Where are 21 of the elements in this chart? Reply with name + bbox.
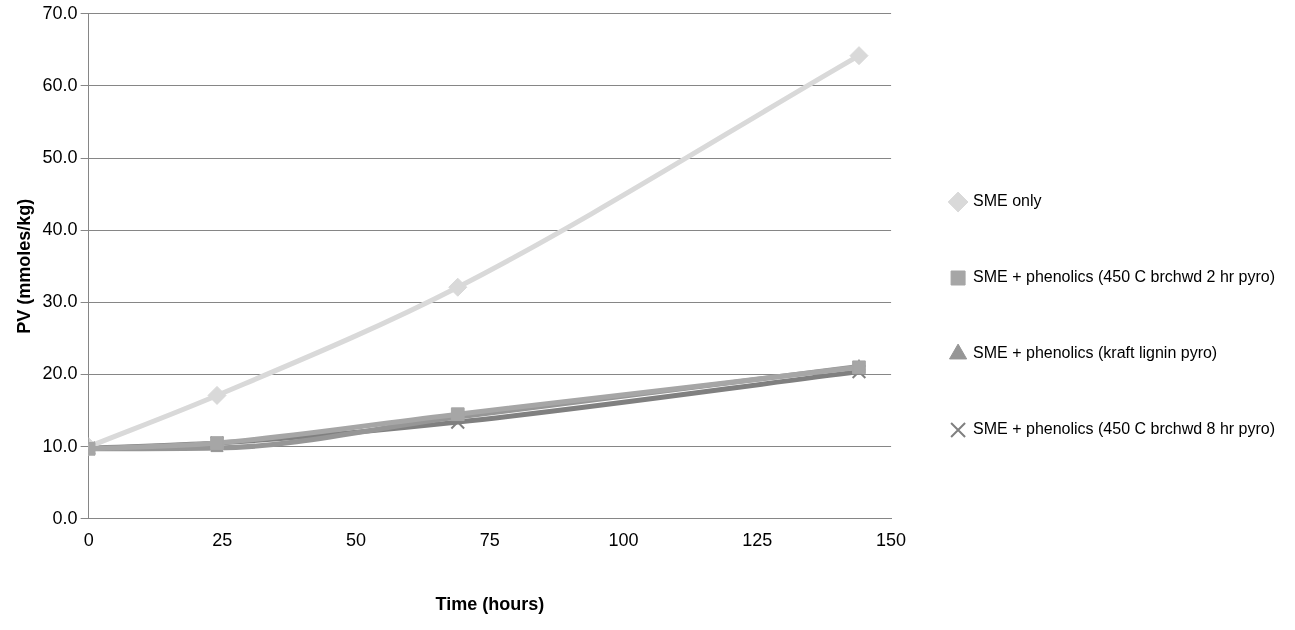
- y-tick-label: 0.0: [52, 507, 78, 528]
- y-tick-label: 60.0: [42, 74, 78, 95]
- legend-label: SME + phenolics (450 C brchwd 8 hr pyro): [973, 420, 1276, 438]
- y-axis-title: PV (mmoles/kg): [13, 198, 34, 334]
- y-tick-label: 10.0: [42, 435, 78, 456]
- legend-label: SME + phenolics (450 C brchwd 2 hr pyro): [973, 268, 1276, 286]
- x-tick-label: 150: [876, 529, 907, 550]
- y-tick-label: 30.0: [42, 291, 78, 312]
- x-tick-label: 100: [608, 529, 639, 550]
- y-tick-label: 40.0: [42, 219, 78, 240]
- y-tick-label: 50.0: [42, 147, 78, 168]
- y-tick-label: 20.0: [42, 363, 78, 384]
- x-tick-label: 125: [742, 529, 773, 550]
- legend-label: SME + phenolics (kraft lignin pyro): [973, 344, 1218, 362]
- x-axis-title: Time (hours): [435, 594, 545, 615]
- x-tick-label: 75: [479, 529, 500, 550]
- y-tick-label: 70.0: [42, 2, 78, 23]
- x-tick-label: 25: [212, 529, 233, 550]
- legend-label: SME only: [973, 192, 1042, 210]
- x-tick-label: 50: [346, 529, 367, 550]
- x-tick-label: 0: [83, 529, 94, 550]
